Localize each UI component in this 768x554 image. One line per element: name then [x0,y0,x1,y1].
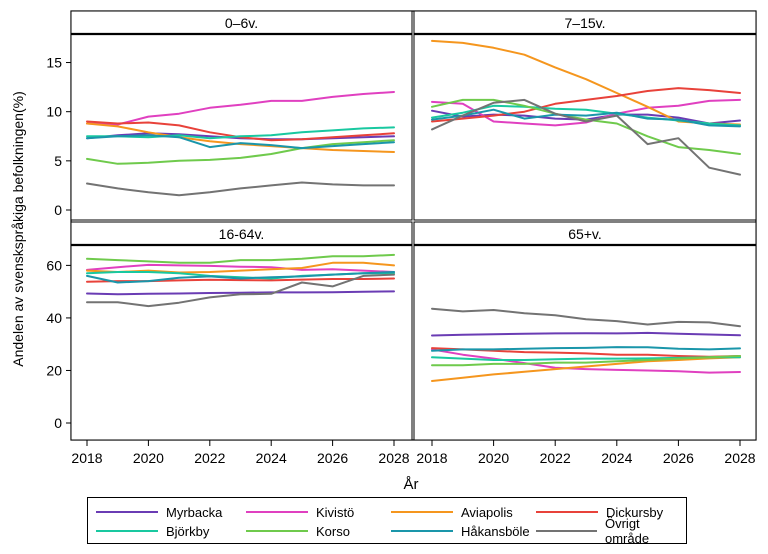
legend-label: Björkby [166,523,210,539]
panel-4-title: 65+v. [568,226,602,242]
legend-swatch [391,511,453,513]
panel-2-series-dickursby [431,87,741,123]
panel-4-x-tick-label: 2024 [601,450,632,466]
panel-3-series-kivisto [86,263,395,273]
panel-3-y-tick-label: 40 [46,310,62,326]
panel-3-series-myrbacka [86,290,395,296]
panel-2-series-ovrigt-omrade [431,98,741,176]
panel-1-series-bjorkby [86,126,395,140]
panel-1-series-korso [86,139,395,165]
panel-4-series-ovrigt-omrade [431,307,741,328]
legend-swatch [391,530,453,532]
panel-4-x-tick-label: 2022 [540,450,571,466]
panel-3-x-tick-label: 2022 [194,450,225,466]
legend-item-korso: Korso [246,523,350,539]
panel-4-x-tick-label: 2028 [724,450,755,466]
panel-1-y-tick-label: 15 [46,55,62,71]
panel-4-series-myrbacka [431,331,741,337]
panel-3-x-tick-label: 2020 [133,450,164,466]
panel-4-frame [413,221,757,441]
panel-1-series-ovrigt-omrade [86,181,395,197]
panel-3-x-tick-label: 2024 [256,450,287,466]
panel-1-title: 0–6v. [225,15,258,31]
panel-4-series-hakansbole [431,346,741,352]
panel-2-series-hakansbole [431,108,741,128]
panel-3-y-tick-label: 20 [46,362,62,378]
legend-label: Myrbacka [166,504,223,520]
legend-label: Korso [316,523,350,539]
panel-3-x-tick-label: 2018 [71,450,102,466]
panel-3-y-tick-label: 60 [46,257,62,273]
panel-1-y-tick-label: 0 [54,202,62,218]
x-axis-label: År [404,476,419,493]
legend-label: Övrigt område [604,516,650,546]
legend-item-myrbacka: Myrbacka [96,504,222,520]
panel-1-series-kivisto [86,91,395,126]
panel-4-x-tick-label: 2026 [663,450,694,466]
legend-swatch [536,530,597,532]
panel-3-title: 16-64v. [219,226,265,242]
panel-4-x-tick-label: 2020 [478,450,509,466]
legend-item-hakansbole: Håkansböle [391,523,530,539]
panel-3-frame [70,221,413,441]
legend-item-bjorkby: Björkby [96,523,209,539]
panel-3-x-tick-label: 2028 [378,450,409,466]
legend-label: Dickursby [606,504,664,520]
panel-3-series-hakansbole [86,271,395,284]
panel-3-y-tick-label: 0 [54,415,62,431]
panel-4-series-korso [431,355,741,367]
panel-3-series-korso [86,253,395,264]
panel-1-series-hakansbole [86,134,395,150]
legend-label: Kivistö [316,504,355,520]
legend-label: Håkansböle [461,523,530,539]
panel-4-series-aviapolis [431,356,741,382]
legend-swatch [536,511,598,513]
legend-item-ovrigt-omrade: Övrigt område [536,516,686,546]
panel-1-y-tick-label: 10 [46,104,62,120]
legend-item-dickursby: Dickursby [536,504,663,520]
panel-4-x-tick-label: 2018 [416,450,447,466]
legend-label: Aviapolis [461,504,513,520]
legend-swatch [96,530,158,532]
legend-swatch [96,511,158,513]
panel-4-series-kivisto [431,348,741,374]
legend: Myrbacka Kivistö Aviapolis Dickursby Björkby… [87,497,687,546]
legend-item-aviapolis: Aviapolis [391,504,513,520]
legend-swatch [246,511,308,513]
y-axis-label: Andelen av svenskspråkiga befolkningen(%… [10,91,26,367]
legend-swatch [246,530,308,532]
panel-1-y-tick-label: 5 [54,153,62,169]
panel-2-title: 7–15v. [565,15,606,31]
panel-3-x-tick-label: 2026 [317,450,348,466]
legend-item-kivisto: Kivistö [246,504,354,520]
panel-3-series-ovrigt-omrade [86,273,395,308]
